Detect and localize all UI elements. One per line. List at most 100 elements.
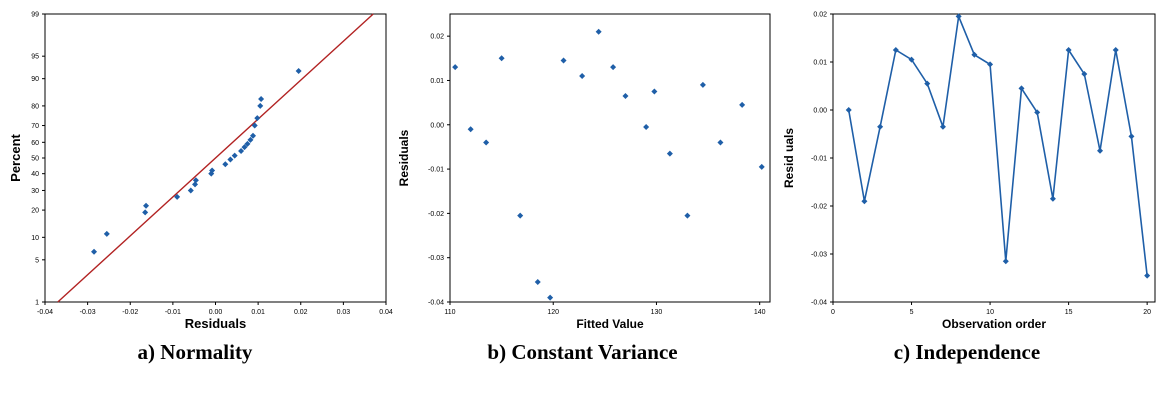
data-point	[254, 115, 261, 122]
data-point	[684, 212, 691, 219]
data-point	[1002, 258, 1009, 265]
data-point	[1018, 85, 1025, 92]
data-point	[498, 55, 505, 62]
data-point	[209, 167, 216, 174]
x-tick-label: -0.01	[165, 309, 181, 316]
data-point	[666, 150, 673, 157]
y-tick-label: 70	[31, 123, 39, 130]
x-axis-label: Residuals	[185, 316, 246, 331]
data-point	[174, 193, 181, 200]
y-tick-label: 0.02	[430, 34, 444, 41]
data-point	[91, 248, 98, 255]
data-point	[877, 123, 884, 130]
data-point	[142, 209, 149, 216]
data-point	[1081, 71, 1088, 77]
x-tick-label: 10	[986, 309, 994, 316]
data-point	[231, 152, 238, 159]
independence-plot: 0 5 10 15 20 0.02 0.01 0.00 -0.01 -0.02 -0.03 -0.04…	[782, 12, 1156, 331]
x-tick-label: 5	[910, 309, 914, 316]
data-point	[939, 123, 946, 130]
y-tick-label: -0.01	[428, 167, 444, 174]
y-tick-label: -0.03	[428, 255, 444, 262]
data-point	[227, 156, 234, 163]
y-tick-label: 0.02	[813, 12, 827, 19]
data-point	[579, 73, 586, 80]
data-point	[610, 64, 617, 71]
y-tick-label: -0.04	[811, 300, 827, 307]
panel-independence: 0 5 10 15 20 0.02 0.01 0.00 -0.01 -0.02 -0.03 -0.04…	[775, 0, 1159, 394]
data-point	[622, 92, 629, 99]
y-tick-label: 95	[31, 54, 39, 61]
data-point	[1097, 147, 1104, 154]
y-axis-label: Resid uals	[782, 128, 796, 188]
data-point	[244, 140, 251, 147]
data-point	[1034, 109, 1041, 116]
y-tick-label: 0.01	[430, 78, 444, 85]
data-point	[247, 136, 254, 143]
y-tick-label: 90	[31, 76, 39, 83]
data-point	[258, 95, 265, 102]
data-point	[955, 13, 962, 20]
data-point	[971, 51, 978, 58]
y-tick-label: 0.00	[430, 122, 444, 129]
data-point	[699, 81, 706, 88]
panel-constant-variance: 110 120 130 140 0.02 0.01 0.00 -0.01 -0.02 -0.03 -…	[390, 0, 775, 394]
x-tick-label: 0.01	[251, 309, 265, 316]
x-tick-label: 20	[1143, 309, 1151, 316]
y-axis-label: Percent	[8, 133, 23, 181]
data-point	[845, 107, 852, 113]
normality-plot: -0.04 -0.03 -0.02 -0.01 0.00 0.01 0.02 0.03 0.04…	[8, 12, 393, 332]
data-point	[758, 163, 765, 170]
data-point	[861, 198, 868, 205]
data-point	[103, 230, 110, 237]
data-point	[143, 202, 150, 209]
x-tick-label: 0.04	[379, 309, 393, 316]
data-point	[987, 61, 994, 68]
data-point	[1112, 47, 1119, 53]
independence-caption: c) Independence	[893, 340, 1041, 364]
data-point	[547, 294, 554, 301]
y-tick-label: 60	[31, 140, 39, 147]
plot-frame	[832, 13, 1156, 303]
data-point	[908, 56, 915, 63]
y-tick-label: 20	[31, 208, 39, 215]
data-point	[534, 279, 541, 286]
constant-variance-plot: 110 120 130 140 0.02 0.01 0.00 -0.01 -0.02 -0.03 -…	[397, 13, 771, 331]
y-tick-label: 5	[35, 257, 39, 264]
y-tick-label: 50	[31, 156, 39, 163]
plot-frame	[449, 13, 771, 303]
y-tick-label: 1	[35, 300, 39, 307]
data-point	[1065, 47, 1072, 53]
x-tick-label: 15	[1065, 309, 1073, 316]
data-point	[257, 102, 264, 109]
data-point	[643, 123, 650, 130]
constant-variance-caption: b) Constant Variance	[487, 340, 678, 364]
data-point	[192, 177, 199, 184]
data-point	[739, 101, 746, 108]
data-point	[452, 64, 459, 71]
data-point	[250, 132, 257, 139]
y-tick-label: 30	[31, 188, 39, 195]
x-tick-label: 140	[754, 309, 766, 316]
data-point	[1049, 195, 1056, 202]
x-tick-label: 130	[651, 309, 663, 316]
normal-fit-line	[57, 13, 374, 303]
data-point	[717, 139, 724, 146]
data-point	[192, 181, 199, 188]
residual-series-line	[847, 13, 1148, 276]
x-tick-label: -0.03	[80, 309, 96, 316]
panel-normality: -0.04 -0.03 -0.02 -0.01 0.00 0.01 0.02 0.03 0.04…	[0, 0, 393, 394]
y-tick-label: -0.04	[428, 300, 444, 307]
x-axis-label: Fitted Value	[576, 317, 644, 331]
y-tick-label: 0.01	[813, 60, 827, 67]
y-tick-label: -0.01	[811, 156, 827, 163]
data-point	[222, 161, 229, 168]
x-tick-label: 0	[831, 309, 835, 316]
y-tick-label: 10	[31, 235, 39, 242]
data-point	[241, 144, 248, 151]
x-tick-label: 0.00	[209, 309, 223, 316]
data-point	[1144, 272, 1151, 279]
data-point	[238, 148, 245, 155]
y-tick-label: -0.02	[428, 211, 444, 218]
x-tick-label: 0.02	[294, 309, 308, 316]
